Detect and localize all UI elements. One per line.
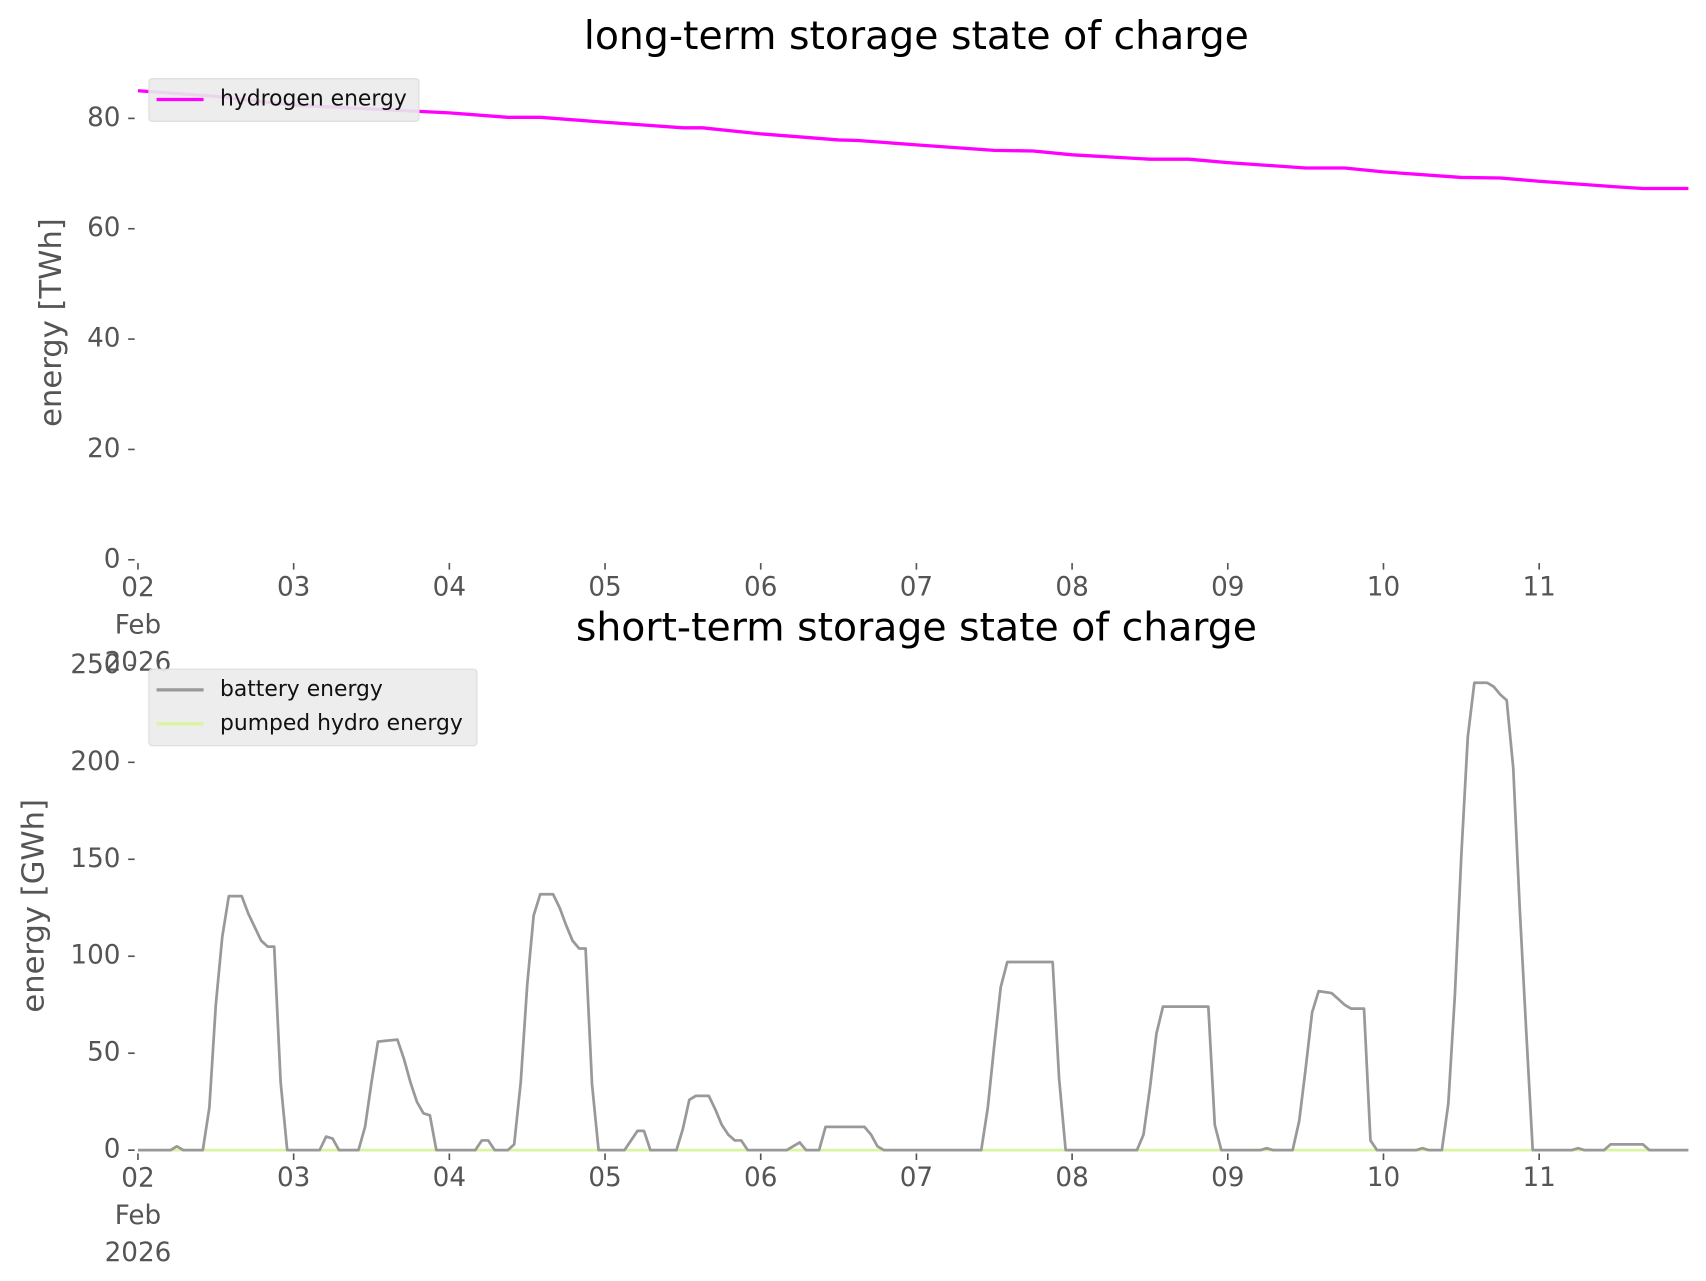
legend-label: pumped hydro energy [220, 711, 463, 736]
x-tick-label: 11 [1522, 1163, 1555, 1193]
x-tick-label: 07 [900, 1163, 933, 1193]
x-tick-label: 08 [1055, 573, 1088, 603]
chart-title: long-term storage state of charge [584, 13, 1249, 59]
y-tick-label: 0 [104, 1135, 121, 1165]
x-tick-label: 10 [1367, 573, 1400, 603]
x-tick-label: 08 [1055, 1163, 1088, 1193]
line-series [137, 89, 1689, 191]
y-tick-label: 100 [70, 941, 120, 971]
x-tick-label: 09 [1211, 573, 1244, 603]
x-tick-label: 04 [433, 573, 466, 603]
x-tick-label: 04 [433, 1163, 466, 1193]
y-tick-label: 60 [87, 213, 120, 243]
x-tick-label: 05 [588, 1163, 621, 1193]
y-tick-label: 200 [70, 747, 120, 777]
y-tick-label: 40 [87, 324, 120, 354]
x-tick-label: 02 Feb 2026 [105, 1163, 172, 1267]
y-axis-label: energy [GWh] [17, 799, 52, 1013]
x-tick-label: 07 [900, 573, 933, 603]
x-tick-label: 03 [277, 573, 310, 603]
legend: battery energy pumped hydro energy [148, 668, 478, 747]
legend-label: battery energy [220, 677, 383, 702]
y-tick-label: 80 [87, 103, 120, 133]
x-tick-label: 06 [744, 573, 777, 603]
x-tick-label: 09 [1211, 1163, 1244, 1193]
x-tick-label: 06 [744, 1163, 777, 1193]
chart-title: short-term storage state of charge [576, 604, 1257, 650]
y-tick-label: 150 [70, 844, 120, 874]
x-tick-label: 11 [1522, 573, 1555, 603]
y-tick-label: 50 [87, 1038, 120, 1068]
x-tick-label: 03 [277, 1163, 310, 1193]
y-tick-label: 250 [70, 650, 120, 680]
y-tick-label: 20 [87, 434, 120, 464]
legend: hydrogen energy [148, 78, 420, 122]
x-tick-label: 05 [588, 573, 621, 603]
y-tick-label: 0 [104, 544, 121, 574]
line-series [137, 681, 1689, 1152]
legend-label: hydrogen energy [220, 86, 407, 111]
x-tick-label: 10 [1367, 1163, 1400, 1193]
legend-box [148, 668, 478, 747]
legend-box [148, 78, 420, 122]
y-axis-label: energy [TWh] [34, 218, 69, 427]
